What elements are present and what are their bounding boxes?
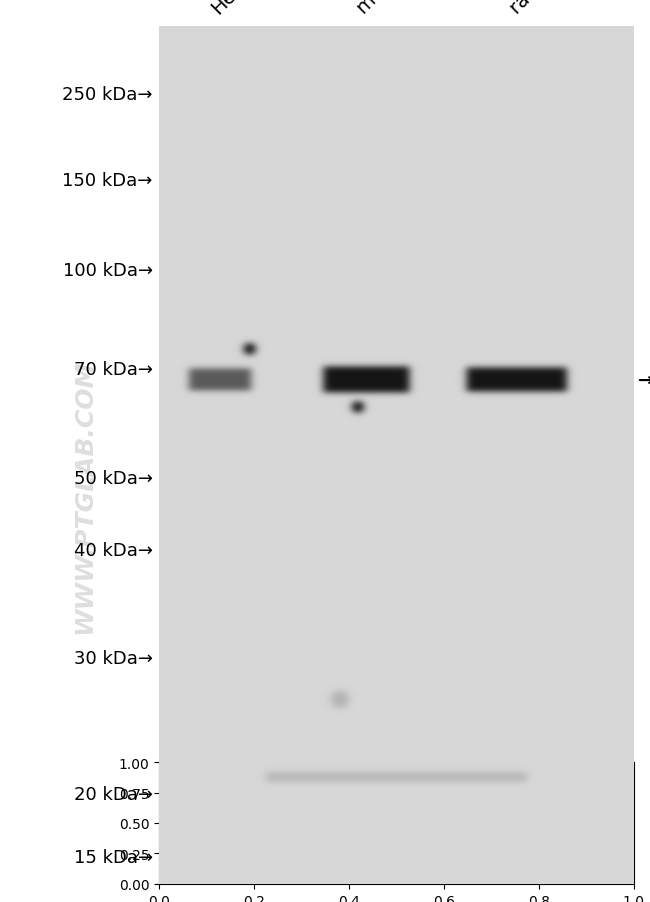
Text: rat liver: rat liver	[506, 0, 574, 18]
Bar	[159, 27, 634, 884]
Text: 250 kDa→: 250 kDa→	[62, 86, 153, 104]
Text: HepG2: HepG2	[207, 0, 268, 18]
Text: 20 kDa→: 20 kDa→	[73, 785, 153, 803]
Text: 100 kDa→: 100 kDa→	[62, 262, 153, 280]
Text: 50 kDa→: 50 kDa→	[73, 469, 153, 487]
Text: WWW.PTGLAB.COM: WWW.PTGLAB.COM	[73, 359, 96, 633]
Text: mouse liver: mouse liver	[354, 0, 448, 18]
Text: 15 kDa→: 15 kDa→	[73, 848, 153, 866]
Text: 30 kDa→: 30 kDa→	[73, 649, 153, 667]
Text: 150 kDa→: 150 kDa→	[62, 171, 153, 189]
Text: 40 kDa→: 40 kDa→	[73, 541, 153, 559]
Text: 70 kDa→: 70 kDa→	[73, 361, 153, 379]
